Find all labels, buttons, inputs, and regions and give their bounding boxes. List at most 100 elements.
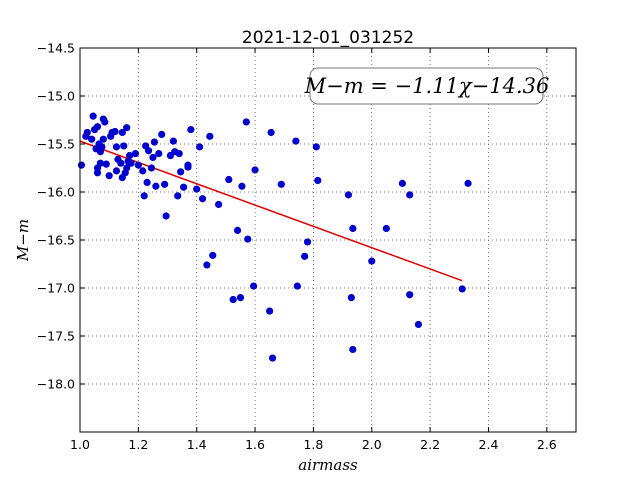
data-points — [77, 112, 472, 362]
x-tick-label: 1.2 — [128, 437, 148, 452]
data-point — [98, 143, 106, 151]
data-point — [83, 128, 91, 137]
data-point — [101, 118, 109, 126]
data-point — [123, 124, 131, 132]
fit-equation: M−m = −1.11χ−14.36 — [304, 74, 550, 98]
data-point — [382, 224, 390, 233]
data-point — [175, 150, 183, 158]
data-point — [169, 137, 177, 145]
x-axis-label: airmass — [298, 456, 358, 474]
y-tick-label: −17.5 — [37, 329, 75, 344]
y-tick-label: −15.0 — [37, 89, 75, 104]
data-point — [214, 200, 223, 209]
data-point — [102, 160, 110, 168]
data-point — [134, 161, 142, 169]
data-point — [250, 282, 258, 290]
axis-ticks — [79, 47, 576, 432]
data-point — [292, 137, 300, 145]
data-point — [158, 130, 166, 138]
data-point — [111, 127, 119, 136]
x-tick-label: 2.6 — [537, 437, 557, 452]
data-point — [179, 183, 188, 191]
data-point — [93, 123, 102, 131]
data-point — [229, 295, 237, 304]
data-point — [144, 147, 153, 155]
data-point — [89, 112, 97, 120]
data-point — [198, 195, 207, 203]
data-point — [117, 159, 125, 167]
data-point — [162, 212, 170, 220]
data-point — [268, 354, 277, 362]
data-point — [398, 179, 406, 187]
data-point — [293, 282, 301, 290]
data-point — [140, 192, 148, 200]
data-point — [152, 182, 160, 190]
data-point — [149, 153, 157, 162]
data-point — [112, 143, 121, 151]
x-tick-label: 1.8 — [303, 437, 323, 452]
data-point — [244, 235, 252, 243]
x-tick-labels: 1.0 1.2 1.4 1.6 1.8 2.0 2.2 2.4 2.6 — [70, 437, 557, 452]
data-point — [414, 320, 423, 329]
data-point — [301, 252, 309, 260]
data-point — [127, 159, 135, 167]
data-point — [349, 224, 357, 233]
data-point — [225, 175, 233, 184]
y-tick-label: −14.5 — [37, 41, 75, 56]
data-point — [347, 294, 355, 302]
y-tick-label: −17.0 — [37, 281, 75, 296]
y-tick-label: −18.0 — [37, 377, 75, 392]
data-point — [155, 150, 163, 158]
data-point — [112, 167, 121, 175]
data-point — [314, 176, 322, 185]
x-tick-label: 1.4 — [187, 437, 207, 452]
data-point — [196, 143, 204, 151]
data-point — [118, 128, 126, 137]
data-point — [120, 142, 128, 150]
data-point — [242, 118, 250, 126]
chart-title: 2021-12-01_031252 — [242, 28, 414, 48]
y-tick-label: −15.5 — [37, 137, 75, 152]
y-axis-label: M−m — [14, 219, 32, 262]
data-point — [105, 172, 113, 180]
x-tick-label: 2.0 — [362, 437, 382, 452]
data-point — [406, 291, 414, 299]
data-point — [123, 164, 131, 172]
data-point — [143, 178, 151, 186]
y-tick-label: −16.0 — [37, 185, 75, 200]
data-point — [251, 166, 259, 174]
data-point — [150, 138, 158, 146]
data-point — [177, 168, 185, 176]
data-point — [233, 226, 242, 234]
data-point — [368, 257, 376, 265]
data-point — [203, 261, 211, 269]
data-point — [266, 307, 274, 315]
data-point — [277, 180, 285, 188]
data-point — [147, 164, 156, 172]
data-point — [126, 151, 134, 160]
data-point — [96, 159, 105, 167]
data-point — [236, 294, 245, 302]
fit-line — [79, 140, 463, 282]
fit-equation-frame — [309, 67, 544, 105]
data-point — [184, 163, 192, 171]
data-point — [187, 126, 195, 134]
fit-line-layer — [79, 140, 463, 282]
data-point — [77, 161, 86, 169]
data-point — [174, 192, 182, 200]
data-point — [139, 167, 147, 175]
x-tick-label: 1.0 — [70, 437, 90, 452]
x-tick-label: 2.2 — [420, 437, 440, 452]
data-point — [206, 132, 214, 140]
data-point — [406, 191, 414, 199]
data-point — [131, 150, 140, 158]
data-point — [344, 191, 353, 199]
data-point — [464, 179, 472, 187]
y-tick-labels: −14.5 −15.0 −15.5 −16.0 −16.5 −17.0 −17.5 −18.0 — [37, 41, 75, 392]
data-point — [267, 128, 275, 137]
data-point — [458, 285, 466, 293]
data-point — [193, 185, 201, 193]
data-point — [99, 135, 107, 143]
data-point — [303, 238, 312, 246]
